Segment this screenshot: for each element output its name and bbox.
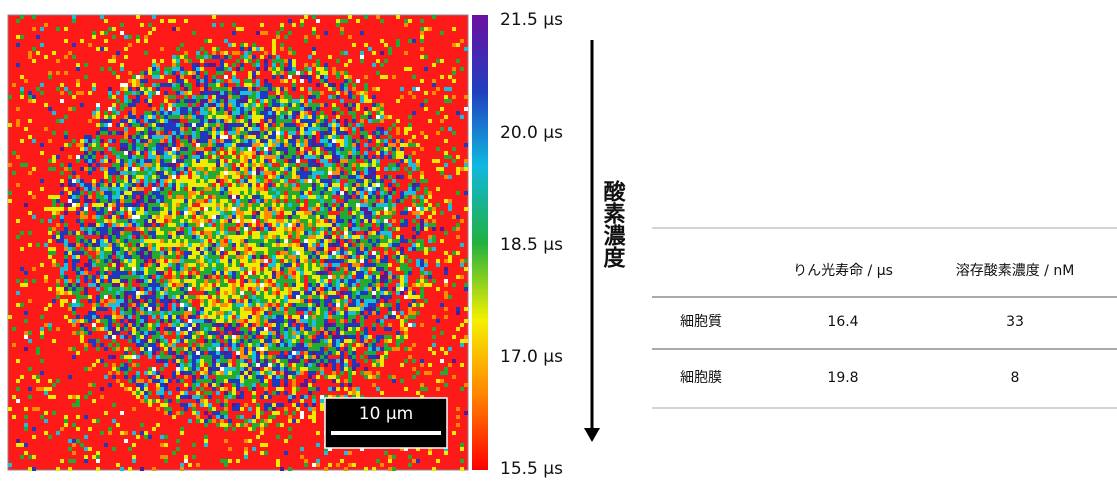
colorbar-label: 15.5 µs	[500, 459, 563, 479]
table-cell: 19.8	[827, 370, 858, 386]
colorbar-label: 20.0 µs	[500, 123, 563, 143]
table-header: りん光寿命 / µs	[793, 263, 893, 279]
table-cell: 16.4	[827, 314, 858, 330]
colorbar	[472, 15, 488, 470]
table-cell: 33	[1006, 314, 1024, 330]
colorbar-label: 17.0 µs	[500, 347, 563, 367]
scale-bar-label: 10 µm	[359, 404, 413, 424]
figure: 10 µm 21.5 µs 20.0 µs 18.5 µs 17.0 µs 15…	[0, 0, 1117, 483]
table-cell: 8	[1011, 370, 1020, 386]
colorbar-label: 21.5 µs	[500, 10, 563, 30]
page: 10 µm 21.5 µs 20.0 µs 18.5 µs 17.0 µs 15…	[0, 0, 1117, 483]
table-cell: 細胞膜	[680, 370, 722, 386]
table-cell: 細胞質	[680, 313, 722, 330]
colorbar-label: 18.5 µs	[500, 235, 563, 255]
arrow-label: 酸素濃度	[600, 179, 626, 269]
arrow-head	[584, 428, 600, 442]
table-header: 溶存酸素濃度 / nM	[956, 263, 1075, 279]
